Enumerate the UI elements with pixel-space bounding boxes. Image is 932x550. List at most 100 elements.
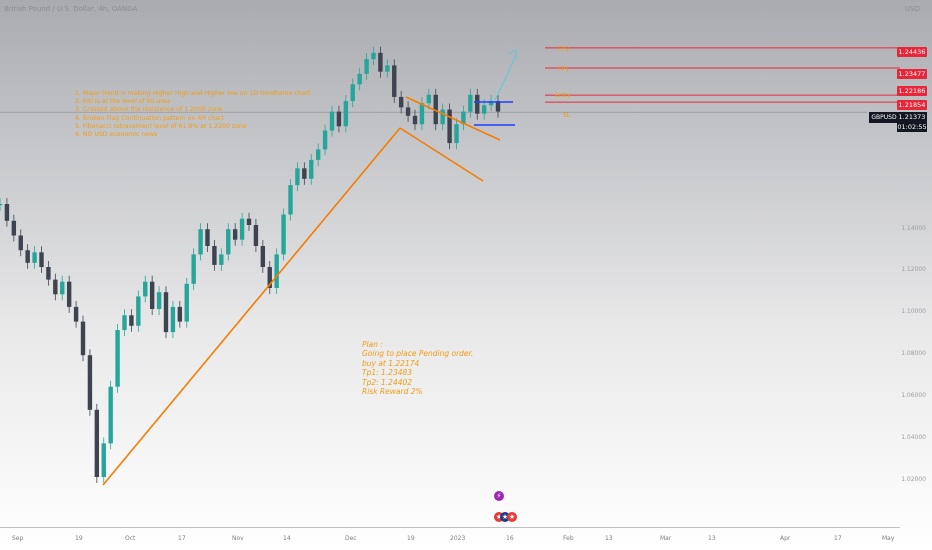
- candle: [267, 267, 272, 288]
- x-tick: 19: [75, 535, 83, 542]
- candle: [329, 111, 335, 131]
- candle: [426, 94, 432, 104]
- plan-line: Tp2: 1.24402: [362, 377, 413, 387]
- candle: [80, 321, 86, 356]
- y-tick: 1.08000: [901, 350, 926, 357]
- candle: [170, 306, 176, 333]
- plan-line: buy at 1.22174: [362, 358, 420, 368]
- symbol-label: GBPUSD: [869, 112, 899, 123]
- us-flag-icon[interactable]: ★: [507, 512, 517, 522]
- x-tick: 13: [605, 535, 613, 542]
- countdown-badge: 01:02:55: [897, 122, 927, 132]
- price-badge-tp1: 1.23477: [897, 69, 927, 79]
- candle: [315, 149, 321, 160]
- candle: [461, 111, 466, 125]
- candle: [108, 386, 113, 444]
- candle: [447, 109, 452, 144]
- price-badge-sl: 1.21854: [897, 100, 927, 110]
- candle: [184, 283, 189, 322]
- candle: [371, 52, 376, 60]
- candle: [357, 73, 362, 85]
- us-flag-icon[interactable]: ★: [494, 512, 504, 522]
- candle: [488, 101, 494, 106]
- level-label-tp1: TP1: [558, 66, 570, 73]
- candle: [260, 246, 266, 267]
- candle: [246, 218, 252, 225]
- note-line: 5. Fibonacci retracement level of 61.8% …: [75, 122, 247, 130]
- level-label-tp2: TP2: [558, 46, 570, 53]
- candle: [309, 159, 314, 179]
- candle: [385, 65, 390, 72]
- candle: [149, 281, 155, 309]
- instrument-title: British Pound / U.S. Dollar, 4h, OANDA: [4, 5, 138, 13]
- x-tick: 19: [407, 535, 415, 542]
- candle: [115, 330, 120, 387]
- y-tick: 1.14000: [901, 225, 926, 232]
- candle: [232, 229, 238, 240]
- candle: [322, 130, 328, 150]
- candle: [87, 355, 93, 410]
- candle: [219, 254, 224, 265]
- x-tick: 16: [506, 535, 514, 542]
- candle: [419, 103, 425, 125]
- projection-arrow: [494, 54, 517, 101]
- x-tick: Mar: [660, 535, 672, 542]
- level-label-entry: Entry: [555, 92, 571, 99]
- trade-plan: Plan : Going to place Pending order. buy…: [362, 340, 473, 396]
- candle: [364, 59, 369, 74]
- candle: [253, 225, 259, 246]
- x-tick: Oct: [125, 535, 136, 542]
- flag-lower-line: [399, 127, 484, 182]
- candle: [475, 94, 480, 114]
- candle: [295, 168, 300, 186]
- candle: [32, 252, 37, 263]
- plan-line: Risk Reward 2%: [362, 387, 423, 397]
- candle: [143, 281, 148, 297]
- x-tick: Feb: [563, 535, 574, 542]
- candle: [288, 185, 293, 215]
- candle: [25, 250, 30, 263]
- candle: [343, 101, 349, 127]
- candle: [440, 109, 445, 125]
- candle: [4, 204, 10, 221]
- x-tick: May: [882, 535, 895, 542]
- trendline: [102, 127, 401, 486]
- lightning-icon[interactable]: ⚡: [494, 491, 504, 501]
- candle: [405, 107, 411, 116]
- candle: [53, 279, 58, 295]
- candle: [212, 246, 217, 265]
- price-badge-entry: 1.22186: [897, 86, 927, 96]
- candle: [136, 296, 141, 326]
- candle: [73, 306, 79, 322]
- x-tick: 17: [178, 535, 186, 542]
- candle: [226, 229, 231, 255]
- current-price-badge: 1.21373: [897, 112, 927, 122]
- level-label-sl: SL: [563, 112, 571, 119]
- candle: [101, 443, 106, 477]
- candle: [198, 229, 203, 255]
- candle: [129, 315, 134, 326]
- currency-label[interactable]: USD: [905, 5, 920, 13]
- candle: [163, 292, 169, 333]
- y-tick: 1.10000: [901, 308, 926, 315]
- candle: [60, 281, 65, 295]
- candle: [18, 235, 23, 251]
- y-tick: 1.02000: [901, 476, 926, 483]
- analysis-notes: 1. Major trend is making Higher High and…: [75, 90, 310, 139]
- candle: [302, 168, 307, 179]
- us-flag-icon[interactable]: ★: [500, 512, 510, 522]
- candle: [336, 111, 342, 127]
- candle: [281, 214, 286, 255]
- candle: [398, 96, 404, 108]
- candle: [39, 252, 44, 267]
- flag-upper-line: [405, 96, 501, 141]
- candle: [495, 101, 501, 112]
- candle: [122, 315, 127, 330]
- candle: [0, 204, 3, 206]
- y-tick: 1.06000: [901, 392, 926, 399]
- candle: [392, 65, 397, 97]
- candle: [412, 115, 418, 125]
- candle: [94, 409, 100, 477]
- candle: [11, 220, 17, 236]
